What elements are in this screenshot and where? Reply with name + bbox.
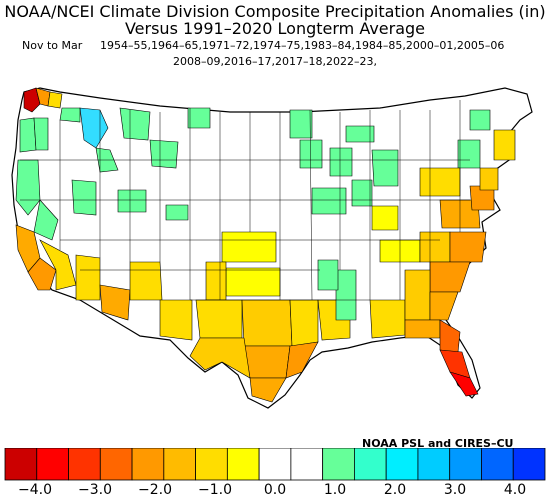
region-nm-west	[129, 261, 163, 301]
region-tx-west	[195, 299, 243, 339]
region-tx-south	[249, 377, 287, 403]
colorbar-swatch	[512, 448, 546, 481]
colorbar-swatch	[322, 448, 355, 481]
region-mt-east	[149, 139, 179, 169]
region-az-west	[75, 254, 101, 301]
colorbar-swatch	[99, 448, 133, 481]
region-az-central	[99, 284, 131, 321]
region-ca-desert	[39, 239, 77, 291]
region-tx-east	[289, 299, 319, 347]
region-ga	[404, 269, 431, 321]
region-or-west	[33, 117, 49, 151]
region-tx-central	[241, 299, 293, 347]
region-ca-central	[33, 199, 59, 241]
region-ks	[221, 231, 277, 263]
region-wy	[117, 189, 147, 213]
colorbar-swatch	[417, 448, 451, 481]
colorbar-swatch	[4, 448, 38, 481]
colorbar	[4, 448, 546, 481]
colorbar-swatch	[354, 448, 387, 481]
colorbar-tick-label: 0.0	[263, 482, 287, 498]
colorbar-swatch	[449, 448, 482, 481]
region-ms-al	[369, 299, 406, 339]
colorbar-swatch	[68, 448, 101, 481]
region-tx-gulf	[285, 341, 319, 379]
region-wi	[329, 147, 353, 177]
region-mn-north	[289, 109, 313, 139]
colorbar-tick-label: 4.0	[503, 482, 527, 498]
colorbar-swatch	[290, 448, 324, 481]
region-nd-west	[187, 107, 211, 129]
colorbar-swatch	[481, 448, 514, 481]
colorbar-swatch	[131, 448, 165, 481]
colorbar-tick-label: 2.0	[383, 482, 407, 498]
region-mt-west	[119, 107, 151, 141]
region-mi	[371, 149, 399, 187]
region-tx-hill	[243, 345, 291, 379]
region-nj	[479, 167, 499, 191]
region-nm-south	[159, 299, 193, 341]
colorbar-tick-label: 3.0	[443, 482, 467, 498]
region-fl-south	[449, 371, 479, 397]
region-nc-east	[449, 231, 487, 263]
region-mi-upper	[345, 125, 375, 143]
region-ga-coast	[429, 291, 459, 321]
colorbar-swatch	[258, 448, 292, 481]
region-wa-east	[59, 107, 81, 123]
region-co	[165, 204, 189, 221]
region-tx-panhandle	[205, 261, 227, 301]
colorbar-tick-label: −1.0	[198, 482, 232, 498]
map-subtitle: Versus 1991–2020 Longterm Average	[124, 19, 426, 38]
colorbar-tick-label: −2.0	[138, 482, 172, 498]
region-il-north	[351, 179, 373, 207]
region-wa-cascades	[47, 91, 63, 109]
region-sc	[429, 261, 471, 293]
colorbar-swatch	[385, 448, 419, 481]
region-oh-in	[371, 205, 399, 231]
division-boundaries	[20, 100, 470, 301]
colorbar-swatch	[163, 448, 196, 481]
region-ar	[317, 259, 339, 291]
colorbar-swatch	[195, 448, 228, 481]
colorbar-tick-label: −4.0	[18, 482, 52, 498]
region-ut-north	[71, 179, 97, 216]
colorbar-tick-label: 1.0	[323, 482, 347, 498]
region-mn-central	[299, 139, 323, 169]
region-ia	[311, 187, 347, 215]
region-nc-west	[419, 231, 451, 263]
region-vt-nh	[469, 109, 491, 131]
credit-text: NOAA PSL and CIRES–CU	[362, 437, 514, 450]
region-ne-ny	[457, 139, 481, 169]
colorbar-swatch	[226, 448, 260, 481]
region-new-england	[493, 129, 516, 161]
map-title: NOAA/NCEI Climate Division Composite Pre…	[4, 2, 546, 21]
region-or-coast	[19, 117, 37, 153]
region-ok	[225, 267, 281, 297]
colorbar-tick-label: −3.0	[78, 482, 112, 498]
years-list-line2: 2008–09,2016–17,2017–18,2022–23,	[173, 55, 377, 68]
us-climate-division-map	[11, 87, 533, 409]
period-label: Nov to Mar	[22, 39, 83, 52]
region-id-north	[79, 107, 109, 149]
region-ca-south	[27, 257, 57, 291]
region-tx-trans-pecos	[189, 337, 251, 379]
colorbar-swatch	[36, 448, 69, 481]
region-ms-valley	[335, 269, 357, 321]
years-list-line1: 1954–55,1964–65,1971–72,1974–75,1983–84,…	[100, 39, 505, 52]
region-pa	[419, 167, 461, 197]
region-fl-panhandle	[404, 319, 441, 339]
region-wa-coast	[23, 87, 41, 113]
